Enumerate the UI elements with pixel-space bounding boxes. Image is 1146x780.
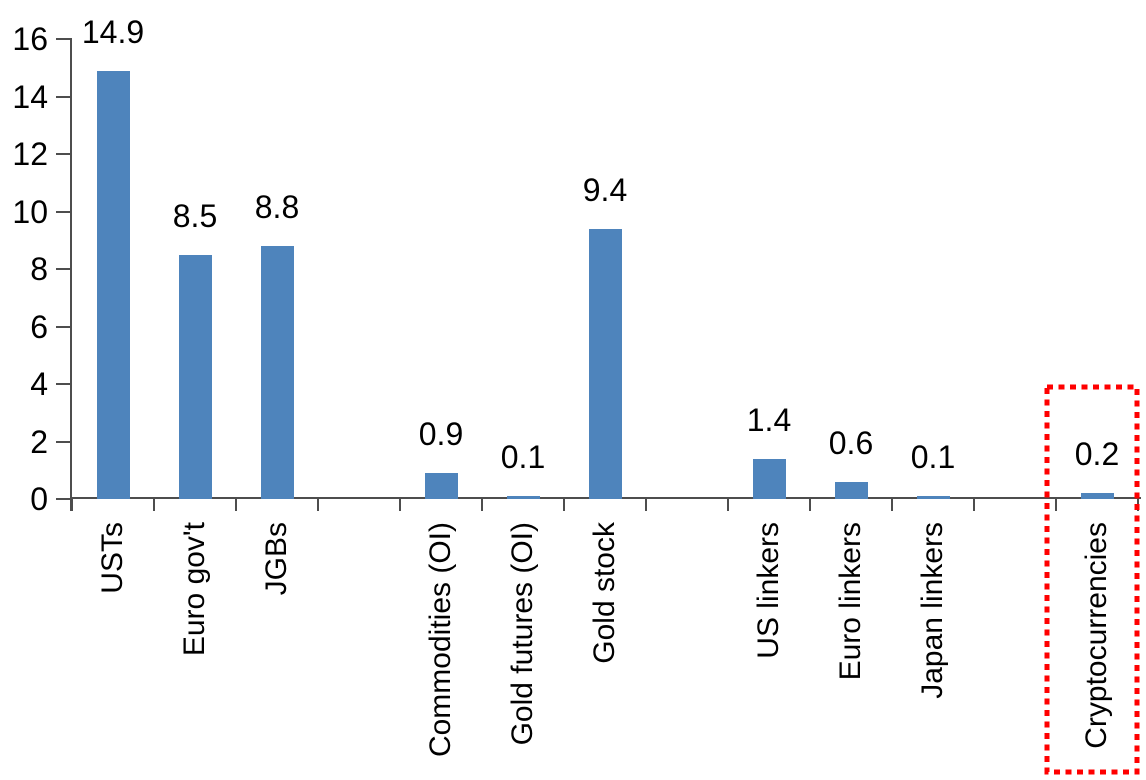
- bar-value-label: 8.5: [172, 197, 218, 234]
- y-axis-tick-label: 16: [12, 21, 48, 57]
- x-axis-tick: [481, 499, 483, 511]
- bar-us-linkers: [752, 458, 786, 499]
- x-axis-category-label: Gold stock: [588, 522, 621, 664]
- bar-japan-linkers: [916, 496, 950, 499]
- bar-value-label: 8.8: [254, 189, 300, 225]
- bar-value-label: 0.6: [828, 424, 874, 461]
- bar-value-label: 0.1: [500, 439, 546, 476]
- y-axis-tick: [56, 38, 70, 40]
- y-axis-tick: [56, 498, 70, 500]
- y-axis-tick-label: 6: [30, 308, 48, 345]
- x-axis-tick: [317, 499, 319, 511]
- bar-gold-futures-oi-: [506, 496, 540, 499]
- bar-gold-stock: [588, 228, 622, 499]
- bar-value-label: 0.2: [1074, 436, 1120, 473]
- x-axis-category-label: JGBs: [260, 522, 293, 596]
- y-axis-tick-label: 14: [12, 78, 48, 115]
- y-axis-tick: [56, 383, 70, 385]
- y-axis-tick-label: 12: [12, 136, 48, 172]
- x-axis-tick: [71, 499, 73, 511]
- bar-usts: [96, 70, 130, 499]
- bar-value-label: 0.1: [910, 439, 956, 476]
- y-axis-tick-label: 8: [30, 251, 48, 287]
- x-axis-tick: [399, 499, 401, 511]
- x-axis-category-label: Commodities (OI): [424, 522, 457, 758]
- bar-value-label: 1.4: [746, 401, 792, 438]
- y-axis-tick-label: 10: [12, 193, 48, 230]
- x-axis-tick: [153, 499, 155, 511]
- bar-euro-gov-t: [178, 254, 212, 499]
- y-axis-tick: [56, 440, 70, 443]
- highlight-dotted-box: [1044, 384, 1140, 775]
- x-axis-tick: [235, 499, 237, 511]
- x-axis-category-label: Gold futures (OI): [506, 522, 539, 746]
- x-axis-category-label: USTs: [96, 522, 129, 594]
- bar-cryptocurrencies: [1080, 493, 1114, 499]
- y-axis-tick-label: 2: [30, 423, 48, 460]
- y-axis-tick-label: 0: [30, 481, 48, 517]
- bar-euro-linkers: [834, 481, 868, 499]
- x-axis-category-label: Euro gov't: [178, 522, 211, 657]
- y-axis-tick: [56, 268, 70, 270]
- x-axis-tick: [891, 499, 893, 511]
- x-axis-tick: [727, 499, 729, 511]
- y-axis-line: [70, 38, 72, 511]
- x-axis-tick: [973, 499, 975, 511]
- bar-jgbs: [260, 246, 294, 499]
- bar-value-label: 0.9: [418, 416, 464, 453]
- y-axis-tick-label: 4: [30, 366, 48, 402]
- y-axis-tick: [56, 325, 70, 328]
- x-axis-category-label: Euro linkers: [834, 522, 867, 681]
- y-axis-tick: [56, 95, 70, 98]
- bar-value-label: 14.9: [81, 13, 145, 50]
- y-axis-tick: [56, 153, 70, 155]
- x-axis-tick: [645, 499, 647, 511]
- x-axis-tick: [809, 499, 811, 511]
- x-axis-category-label: US linkers: [752, 522, 785, 659]
- x-axis-tick: [1055, 499, 1057, 511]
- x-axis-tick: [563, 499, 565, 511]
- bar-commodities-oi-: [424, 473, 458, 499]
- bar-value-label: 9.4: [582, 171, 628, 208]
- y-axis-tick: [56, 210, 70, 213]
- x-axis-category-label: Japan linkers: [916, 522, 949, 699]
